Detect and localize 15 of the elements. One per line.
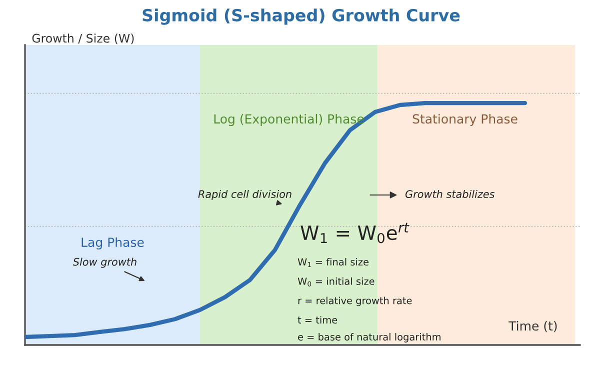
annotation: Log (Exponential) Phase <box>214 114 364 126</box>
y-axis-title: Growth / Size (W) <box>32 34 134 44</box>
annotation: Growth stabilizes <box>405 190 495 198</box>
annotation: W$_{1}$ = final size <box>298 258 368 268</box>
annotation: W$_{1}$ = W$_{0}$e$^{rt}$ <box>300 222 410 244</box>
annotation: Slow growth <box>72 258 136 268</box>
annotation: Rapid cell division <box>198 190 292 200</box>
annotation: W$_{0}$ = initial size <box>298 277 374 286</box>
annotation: t = time <box>298 316 338 324</box>
annotation: r = relative growth rate <box>298 296 412 306</box>
annotation: e = base of natural logarithm <box>298 333 440 342</box>
annotation: Lag Phase <box>82 237 144 250</box>
chart-title: Sigmoid (S-shaped) Growth Curve <box>142 8 460 25</box>
annotation: Stationary Phase <box>412 114 518 126</box>
x-axis-title: Time (t) <box>508 320 557 332</box>
